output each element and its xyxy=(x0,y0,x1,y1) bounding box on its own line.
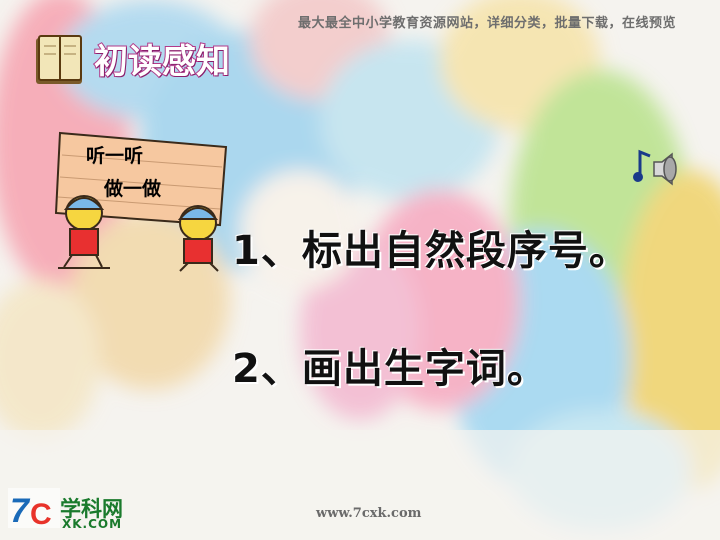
sign-text-do: 做一做 xyxy=(104,178,162,200)
sign-text-listen: 听一听 xyxy=(86,145,144,167)
xuekewang-logo: 7 C xyxy=(8,488,60,531)
logo-domain: XK.COM xyxy=(62,517,123,531)
music-note-speaker-icon[interactable] xyxy=(632,146,680,190)
site-banner-text: 最大最全中小学教育资源网站，详细分类，批量下载，在线预览 xyxy=(297,16,676,31)
sign-board-illustration xyxy=(54,131,228,272)
instruction-item-2: 2、画出生字词。 xyxy=(232,346,548,392)
instruction-item-1: 1、标出自然段序号。 xyxy=(232,228,630,274)
logo-mark-c: C xyxy=(30,498,52,531)
section-title: 初读感知 xyxy=(93,41,231,83)
logo-name: 学科网 xyxy=(60,497,123,521)
logo-mark-seven: 7 xyxy=(10,492,31,530)
site-url: www.7cxk.com xyxy=(316,506,422,521)
open-book-icon xyxy=(36,35,82,84)
